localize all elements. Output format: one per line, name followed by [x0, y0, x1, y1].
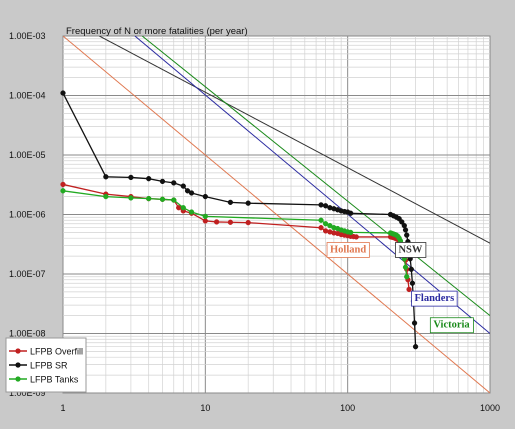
legend-label-lfpb-overfill: LFPB Overfill: [30, 347, 83, 357]
criteria-label-layer: NSW Victoria Flanders Holland: [326, 242, 474, 334]
data-point-lfpb-sr: [402, 227, 409, 233]
y-tick-label: 1.00E-03: [9, 31, 46, 41]
criterion-line-victoria: [141, 36, 490, 316]
criterion-label-nsw: NSW: [398, 244, 422, 255]
data-point-lfpb-sr: [146, 176, 152, 182]
legend-marker-lfpb-tanks: [15, 376, 21, 382]
data-point-lfpb-tanks: [60, 188, 66, 194]
criterion-label-flanders: Flanders: [414, 293, 454, 304]
data-point-lfpb-overfill: [227, 219, 234, 225]
data-point-lfpb-overfill: [353, 234, 359, 240]
data-point-lfpb-sr: [180, 183, 186, 189]
data-point-lfpb-sr: [411, 320, 418, 326]
data-point-lfpb-tanks: [188, 209, 195, 215]
data-point-lfpb-tanks: [128, 195, 134, 201]
x-tick-label: 10: [200, 403, 210, 413]
data-point-lfpb-sr: [202, 193, 208, 200]
data-point-lfpb-overfill: [318, 225, 324, 231]
data-point-lfpb-tanks: [146, 195, 152, 202]
criterion-line-holland: [63, 36, 490, 393]
legend: LFPB Overfill LFPB SR LFPB Tanks: [5, 337, 87, 393]
data-point-lfpb-sr: [184, 188, 191, 194]
data-point-lfpb-sr: [399, 219, 405, 225]
data-point-lfpb-sr: [103, 174, 109, 180]
data-point-lfpb-sr: [322, 203, 329, 209]
data-point-lfpb-sr: [188, 190, 195, 196]
y-tick-label: 1.00E-07: [9, 269, 46, 279]
data-point-lfpb-sr: [401, 222, 407, 229]
data-point-lfpb-tanks: [404, 274, 410, 280]
y-tick-label: 1.00E-08: [9, 329, 46, 339]
criterion-line-flanders: [134, 36, 490, 334]
data-point-lfpb-overfill: [60, 181, 66, 188]
criterion-label-box-victoria: [429, 317, 474, 334]
data-point-lfpb-overfill: [202, 218, 208, 224]
data-point-lfpb-tanks: [180, 205, 186, 211]
data-point-lfpb-sr: [245, 200, 251, 206]
data-point-lfpb-sr: [409, 280, 416, 286]
data-point-lfpb-overfill: [322, 228, 329, 234]
data-point-lfpb-sr: [159, 178, 166, 185]
legend-marker-lfpb-sr: [15, 362, 21, 368]
data-point-lfpb-sr: [408, 266, 414, 272]
x-tick-label: 100: [340, 403, 355, 413]
data-point-lfpb-tanks: [159, 196, 166, 202]
y-tick-label: 1.00E-09: [9, 388, 46, 398]
series-layer: [60, 90, 419, 350]
data-point-lfpb-tanks: [103, 193, 109, 200]
criterion-label-box-holland: [326, 242, 370, 258]
chart-title: Frequency of N or more fatalities (per y…: [66, 26, 248, 37]
legend-label-lfpb-sr: LFPB SR: [30, 361, 68, 371]
legend-label-lfpb-tanks: LFPB Tanks: [30, 375, 79, 385]
data-point-lfpb-sr: [171, 180, 177, 186]
data-point-lfpb-tanks: [402, 264, 409, 270]
data-point-lfpb-tanks: [202, 213, 208, 220]
y-tick-label: 1.00E-05: [9, 150, 46, 160]
criterion-label-holland: Holland: [330, 244, 366, 255]
data-point-lfpb-tanks: [171, 197, 177, 203]
data-point-lfpb-overfill: [406, 286, 412, 293]
data-point-lfpb-sr: [128, 174, 134, 181]
criterion-label-box-flanders: [411, 290, 458, 307]
data-point-lfpb-tanks: [318, 217, 324, 223]
data-point-lfpb-tanks: [348, 229, 354, 236]
data-point-lfpb-overfill: [213, 219, 220, 225]
x-tick-label: 1000: [480, 403, 500, 413]
y-tick-label: 1.00E-06: [9, 210, 46, 220]
data-point-lfpb-tanks: [322, 221, 329, 227]
y-tick-label: 1.00E-04: [9, 91, 46, 101]
data-point-lfpb-sr: [227, 199, 234, 206]
legend-marker-lfpb-overfill: [15, 348, 21, 354]
criteria-layer: [63, 36, 490, 393]
data-point-lfpb-overfill: [245, 219, 251, 226]
tick-layer: 1 10 100 1000 1.00E-03 1.00E-04 1.00E-05 1.00E-…: [9, 31, 500, 413]
data-point-lfpb-sr: [348, 210, 354, 216]
data-point-lfpb-sr: [318, 202, 324, 208]
criterion-label-victoria: Victoria: [433, 320, 470, 331]
data-point-lfpb-sr: [412, 344, 419, 350]
x-tick-label: 1: [60, 403, 65, 413]
data-point-lfpb-sr: [60, 90, 66, 96]
criterion-line-nsw: [99, 36, 490, 244]
criterion-label-box-nsw: [395, 242, 427, 258]
data-point-lfpb-sr: [404, 232, 410, 238]
